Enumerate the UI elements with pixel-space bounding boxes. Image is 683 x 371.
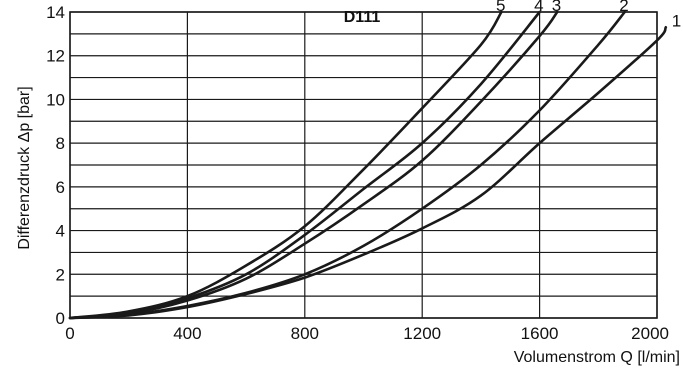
x-tick-label: 1200 — [403, 324, 441, 343]
y-axis-label: Differenzdruck Δp [bar] — [16, 86, 33, 249]
x-axis-label: Volumenstrom Q [l/min] — [514, 349, 680, 366]
x-tick-label: 0 — [65, 324, 74, 343]
curves — [68, 10, 668, 320]
y-tick-label: 6 — [56, 178, 65, 197]
chart-title: D111 — [344, 9, 381, 26]
y-tick-label: 12 — [46, 47, 65, 66]
curve-label-5: 5 — [496, 0, 505, 15]
x-tick-label: 800 — [291, 324, 319, 343]
tick-labels: 0 400 800 1200 1600 2000 0 2 4 6 8 10 12 14 — [46, 3, 669, 343]
curve-label-3: 3 — [552, 0, 561, 15]
curve-label-1: 1 — [672, 11, 681, 30]
y-tick-label: 4 — [56, 222, 65, 241]
x-tick-label: 400 — [173, 324, 201, 343]
y-tick-label: 0 — [56, 309, 65, 328]
curve-label-2: 2 — [619, 0, 628, 15]
y-tick-label: 14 — [46, 3, 65, 22]
y-tick-label: 8 — [56, 134, 65, 153]
x-tick-label: 1600 — [521, 324, 559, 343]
curve-3 — [68, 10, 559, 320]
y-tick-label: 10 — [46, 90, 65, 109]
x-tick-label: 2000 — [631, 324, 669, 343]
curve-labels: 1 2 34 5 — [496, 0, 681, 30]
curve-label-4: 4 — [534, 0, 543, 15]
curve-5 — [68, 10, 503, 320]
curve-2 — [68, 10, 626, 320]
plot-frame — [69, 11, 658, 319]
curve-4 — [68, 10, 541, 320]
y-tick-label: 2 — [56, 265, 65, 284]
grid — [69, 11, 658, 319]
